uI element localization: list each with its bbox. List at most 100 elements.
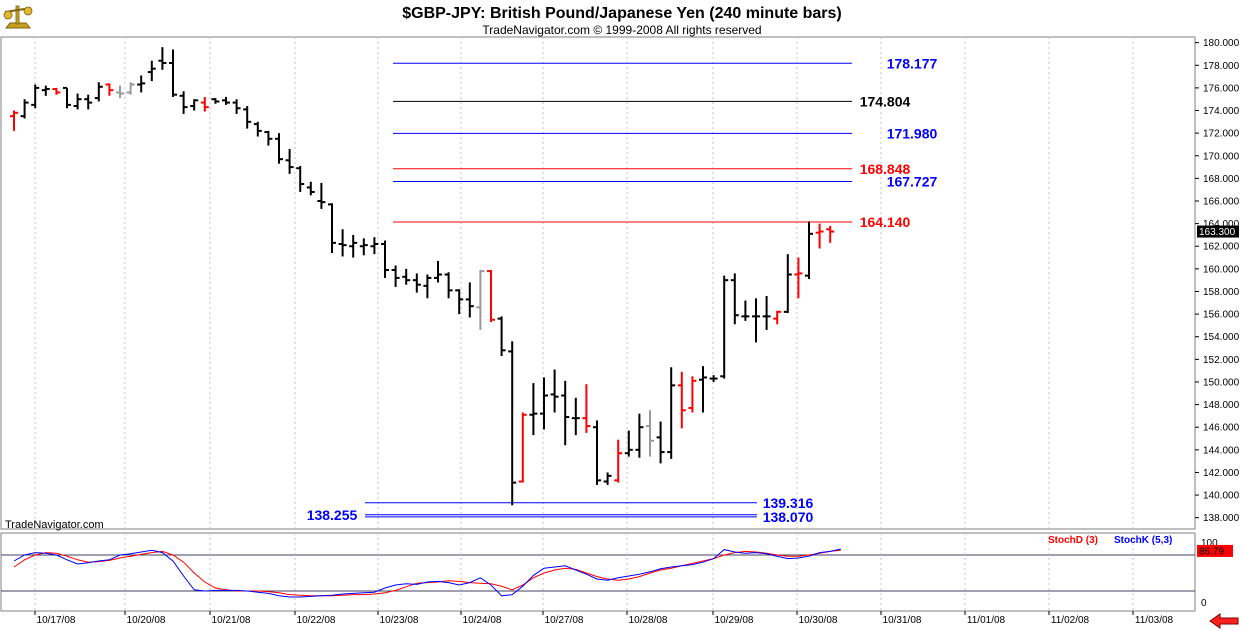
ohlc-bar [741, 300, 750, 321]
ohlc-bar [211, 98, 220, 104]
ohlc-bar [752, 298, 760, 343]
ohlc-bar [147, 60, 156, 82]
ohlc-bar [561, 380, 570, 446]
ohlc-bar [94, 82, 103, 102]
ohlc-bar [571, 397, 580, 436]
ohlc-bar [550, 369, 559, 413]
ohlc-bar [783, 254, 792, 313]
ohlc-bar [137, 75, 146, 93]
date-tick-label: 10/23/08 [380, 615, 419, 626]
ohlc-bar [434, 260, 442, 283]
ohlc-bar [232, 99, 241, 114]
ohlc-bar [540, 377, 548, 430]
ohlc-bar [635, 413, 644, 458]
ohlc-bar [497, 316, 506, 356]
level-label: 171.980 [887, 125, 938, 141]
ohlc-bar [699, 366, 707, 413]
ohlc-bar [603, 472, 612, 485]
date-tick-label: 10/20/08 [127, 615, 166, 626]
ohlc-bar [391, 265, 400, 287]
stochastic-axis: 100 0 86.79 [1197, 538, 1233, 609]
price-tick-label: 172.000 [1203, 129, 1240, 140]
stochastic-grid [1, 533, 1195, 611]
price-tick-label: 180.000 [1203, 38, 1240, 49]
date-tick-label: 10/27/08 [545, 615, 584, 626]
date-tick-label: 10/29/08 [715, 615, 754, 626]
ohlc-bar [126, 82, 135, 95]
ohlc-bar [190, 99, 199, 111]
date-axis: 10/17/08 10/20/08 10/21/08 10/22/08 10/23/08… [34, 611, 1174, 626]
price-tick-label: 162.000 [1203, 242, 1240, 253]
ohlc-bar [805, 221, 813, 280]
ohlc-bar [105, 83, 114, 96]
ohlc-bar [508, 341, 517, 506]
ohlc-bar [84, 94, 93, 110]
ohlc-bar [381, 240, 389, 278]
price-tick-label: 150.000 [1203, 377, 1240, 388]
date-tick-label: 10/31/08 [883, 615, 922, 626]
price-tick-label: 146.000 [1203, 423, 1240, 434]
ohlc-bar [253, 121, 262, 137]
ohlc-bar [656, 421, 665, 464]
ohlc-bar [529, 383, 538, 436]
legend-stochk: StochK (5,3) [1114, 535, 1172, 546]
ohlc-bar [73, 93, 82, 110]
ohlc-bar [444, 272, 453, 299]
ohlc-bar [52, 87, 61, 95]
ohlc-bar [31, 84, 40, 109]
ohlc-bar [243, 105, 252, 129]
date-tick-label: 10/24/08 [463, 615, 502, 626]
ohlc-bar [20, 99, 29, 119]
date-tick-label: 10/17/08 [37, 615, 76, 626]
stochastic-tick-top: 100 [1201, 538, 1218, 549]
price-tick-label: 152.000 [1203, 355, 1240, 366]
stochd-line [13, 549, 841, 597]
price-tick-label: 164.000 [1203, 219, 1240, 230]
ohlc-bar [296, 165, 305, 192]
price-tick-label: 176.000 [1203, 83, 1240, 94]
price-tick-label: 154.000 [1203, 332, 1240, 343]
scroll-left-arrow-icon[interactable] [1209, 613, 1239, 629]
price-tick-label: 174.000 [1203, 106, 1240, 117]
level-label: 138.255 [307, 507, 358, 523]
legend-stochd: StochD (3) [1048, 535, 1098, 546]
date-tick-label: 10/22/08 [297, 615, 336, 626]
price-tick-label: 166.000 [1203, 197, 1240, 208]
ohlc-bar [455, 289, 464, 315]
ohlc-bar [158, 47, 167, 70]
price-tick-label: 160.000 [1203, 264, 1240, 275]
ohlc-bar [593, 420, 601, 485]
date-tick-label: 10/30/08 [799, 615, 838, 626]
price-tick-label: 142.000 [1203, 468, 1240, 479]
price-tick-label: 178.000 [1203, 61, 1240, 72]
chart-title: $GBP-JPY: British Pound/Japanese Yen (24… [402, 5, 842, 22]
chart-subtitle: TradeNavigator.com © 1999-2008 All right… [482, 23, 761, 37]
ohlc-bar [773, 310, 782, 325]
ohlc-bar [794, 257, 803, 299]
ohlc-bar [370, 237, 379, 255]
price-tick-label: 148.000 [1203, 400, 1240, 411]
price-tick-label: 140.000 [1203, 491, 1240, 502]
ohlc-bar [582, 384, 591, 433]
ohlc-bar [423, 274, 432, 299]
ohlc-bar [200, 96, 209, 112]
logo-icon[interactable] [2, 2, 34, 32]
stochastic-last-label: 86.79 [1199, 546, 1224, 557]
ohlc-bar [476, 269, 485, 330]
level-label: 139.316 [763, 495, 814, 511]
date-tick-label: 11/03/08 [1135, 615, 1174, 626]
ohlc-bar [169, 49, 177, 97]
ohlc-bar [465, 282, 474, 318]
date-tick-label: 11/01/08 [967, 615, 1006, 626]
ohlc-bar [762, 296, 771, 330]
ohlc-bar [815, 223, 824, 249]
ohlc-bar [709, 375, 718, 382]
ohlc-bar [826, 225, 835, 243]
price-tick-label: 158.000 [1203, 287, 1240, 298]
price-tick-label: 156.000 [1203, 310, 1240, 321]
date-tick-label: 10/28/08 [629, 615, 668, 626]
ohlc-bar [264, 130, 273, 146]
